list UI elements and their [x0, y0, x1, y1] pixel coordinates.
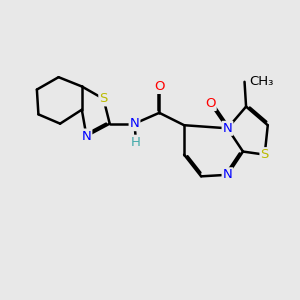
Text: N: N [82, 130, 91, 142]
Text: H: H [131, 136, 141, 149]
Text: CH₃: CH₃ [249, 75, 274, 88]
Text: N: N [223, 168, 232, 181]
Text: S: S [260, 148, 269, 161]
Text: N: N [130, 117, 140, 130]
Text: S: S [99, 92, 108, 105]
Text: N: N [223, 122, 232, 135]
Text: O: O [154, 80, 164, 93]
Text: O: O [205, 97, 216, 110]
